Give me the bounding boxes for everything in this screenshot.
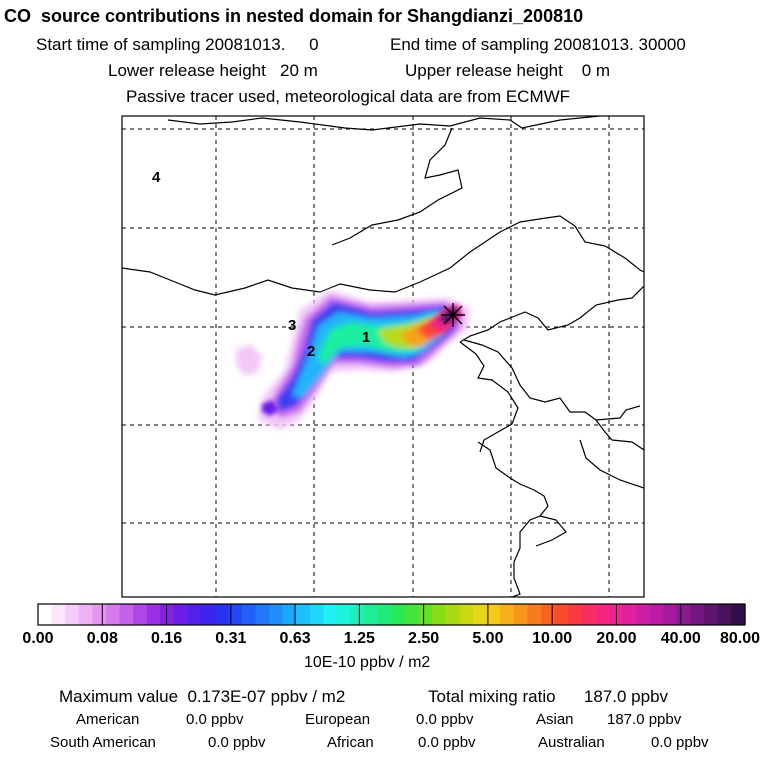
region-label-3: 3 xyxy=(288,317,296,334)
colorbar-swatch xyxy=(92,604,107,625)
colorbar-swatch xyxy=(500,604,515,625)
colorbar-swatch xyxy=(160,604,175,625)
colorbar-swatch xyxy=(432,604,447,625)
colorbar-swatch xyxy=(51,604,66,625)
map-frame xyxy=(121,115,645,598)
colorbar-swatch xyxy=(105,604,121,625)
region-label-4: 4 xyxy=(152,169,161,186)
upper-release-height: Upper release height 0 m xyxy=(405,61,611,80)
colorbar-swatch xyxy=(282,604,297,625)
colorbar-swatch xyxy=(173,604,189,625)
colorbar-swatch xyxy=(459,604,474,625)
colorbar-swatch xyxy=(418,604,433,625)
colorbar-swatch xyxy=(187,604,202,625)
colorbar-swatch xyxy=(255,604,270,625)
colorbar-swatch xyxy=(405,604,420,625)
colorbar-tick-label: 2.50 xyxy=(408,630,440,647)
colorbar-swatch xyxy=(595,604,610,625)
colorbar-units: 10E-10 ppbv / m2 xyxy=(304,654,431,671)
map-panel: 4 3 2 1 xyxy=(122,116,644,597)
sampling-start: Start time of sampling 20081013. 0 xyxy=(36,35,319,54)
sampling-end: End time of sampling 20081013. 30000 xyxy=(390,35,686,54)
colorbar-swatch xyxy=(38,604,53,625)
region-name-australian: Australian xyxy=(538,734,605,751)
colorbar-swatch xyxy=(568,604,583,625)
colorbar-swatch xyxy=(677,604,692,625)
colorbar-swatch xyxy=(731,604,746,625)
colorbar-swatch xyxy=(554,604,569,625)
colorbar-tick-label: 1.25 xyxy=(343,630,375,647)
colorbar-swatch xyxy=(704,604,719,625)
region-value-australian: 0.0 ppbv xyxy=(651,734,709,751)
region-value-american: 0.0 ppbv xyxy=(186,711,244,728)
colorbar-swatch xyxy=(690,604,705,625)
colorbar-swatch xyxy=(296,604,311,625)
colorbar-swatch xyxy=(473,604,488,625)
colorbar-tick-label: 0.00 xyxy=(22,630,54,647)
maximum-value: Maximum value 0.173E-07 ppbv / m2 xyxy=(59,687,346,706)
region-value-african: 0.0 ppbv xyxy=(418,734,476,751)
region-label-2: 2 xyxy=(307,343,315,360)
colorbar-frame xyxy=(37,603,746,626)
colorbar-swatch xyxy=(65,604,80,625)
colorbar-swatch xyxy=(78,604,93,625)
colorbar-swatch xyxy=(228,604,243,625)
tracer-note: Passive tracer used, meteorological data… xyxy=(126,87,571,106)
colorbar-tick-label: 10.00 xyxy=(532,630,573,647)
colorbar-swatch xyxy=(486,604,501,625)
colorbar-swatch xyxy=(364,604,379,625)
region-value-european: 0.0 ppbv xyxy=(416,711,474,728)
colorbar-swatch xyxy=(241,604,257,625)
region-value-asian: 187.0 ppbv xyxy=(607,711,682,728)
colorbar-swatch xyxy=(146,604,161,625)
colorbar-swatch xyxy=(717,604,733,625)
colorbar-tick-label: 20.00 xyxy=(596,630,637,647)
colorbar-swatch xyxy=(581,604,597,625)
colorbar-swatch xyxy=(214,604,229,625)
colorbar-tick-label: 80.00 xyxy=(719,630,761,647)
colorbar-swatch xyxy=(527,604,542,625)
colorbar-tick-label: 0.63 xyxy=(279,630,311,647)
colorbar-swatch xyxy=(119,604,134,625)
lat-lon-grid xyxy=(122,116,644,597)
region-name-african: African xyxy=(327,734,374,751)
colorbar-tick-label: 0.08 xyxy=(86,630,118,647)
lower-release-height: Lower release height 20 m xyxy=(108,61,318,80)
colorbar-swatch xyxy=(636,604,651,625)
region-name-american: American xyxy=(76,711,140,728)
region-value-south-american: 0.0 ppbv xyxy=(208,734,266,751)
colorbar-swatch xyxy=(649,604,665,625)
colorbar-swatch xyxy=(269,604,284,625)
colorbar-swatch xyxy=(445,604,461,625)
region-name-south-american: South American xyxy=(50,734,156,751)
colorbar-swatch xyxy=(201,604,216,625)
receptor-marker-icon xyxy=(441,303,465,327)
colorbar-tick-label: 0.31 xyxy=(215,630,247,647)
total-mixing-ratio: Total mixing ratio 187.0 ppbv xyxy=(428,687,669,706)
colorbar-tick-label: 40.00 xyxy=(660,630,701,647)
plot-title: CO source contributions in nested domain… xyxy=(4,6,584,26)
colorbar-swatch xyxy=(133,604,148,625)
colorbar-swatch xyxy=(391,604,406,625)
colorbar-swatch xyxy=(337,604,352,625)
concentration-plume xyxy=(236,290,470,430)
colorbar-swatch xyxy=(309,604,325,625)
colorbar-swatch xyxy=(513,604,529,625)
region-name-asian: Asian xyxy=(536,711,574,728)
colorbar-tick-label: 5.00 xyxy=(472,630,504,647)
region-label-1: 1 xyxy=(362,329,370,346)
colorbar-swatch xyxy=(350,604,365,625)
colorbar-tick-label: 0.16 xyxy=(150,630,183,647)
colorbar-swatch xyxy=(323,604,338,625)
coastline-lines xyxy=(122,116,644,597)
colorbar-swatch xyxy=(541,604,556,625)
colorbar-swatch xyxy=(663,604,678,625)
colorbar-swatch xyxy=(622,604,637,625)
colorbar-swatch xyxy=(377,604,393,625)
colorbar xyxy=(37,603,746,626)
region-name-european: European xyxy=(305,711,371,728)
